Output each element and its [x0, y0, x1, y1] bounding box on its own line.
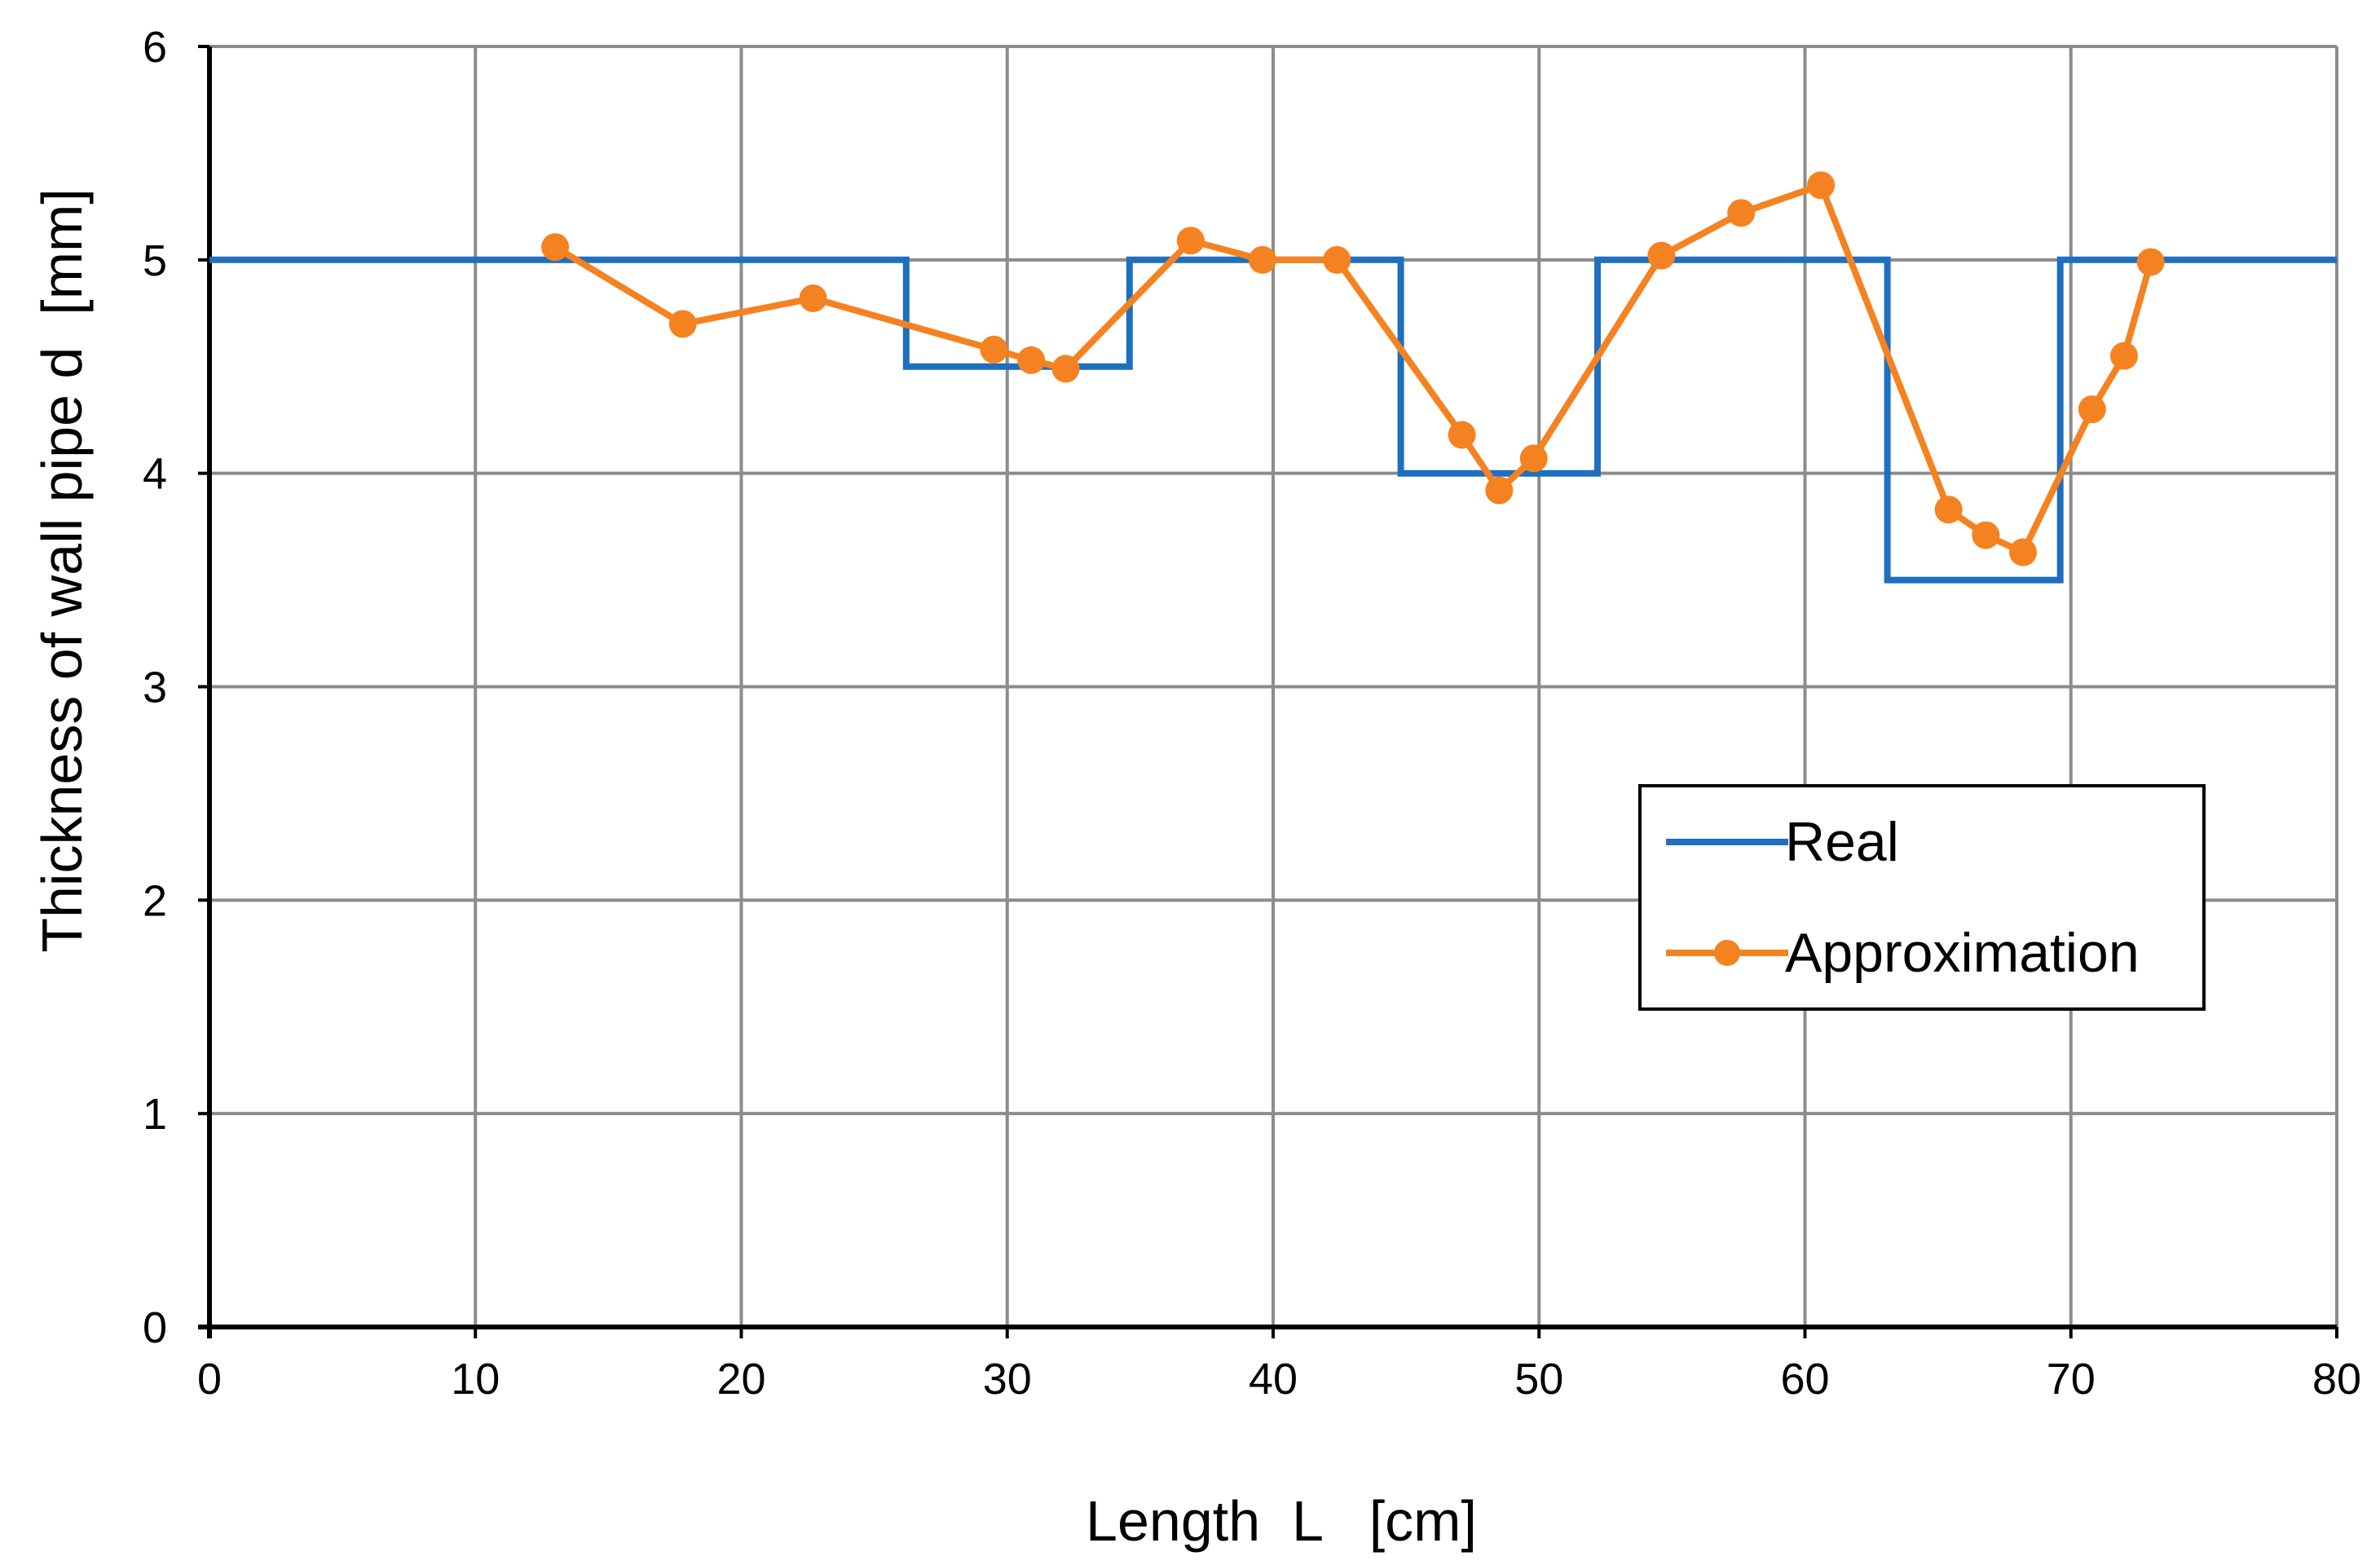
data-point-approximation: [1176, 227, 1205, 255]
data-point-approximation: [1972, 521, 2000, 549]
y-tick-label: 0: [143, 1303, 167, 1352]
data-point-approximation: [668, 310, 697, 338]
legend-box: [1638, 784, 2206, 1011]
x-tick-label: 10: [451, 1355, 500, 1404]
data-point-approximation: [1647, 241, 1676, 270]
data-point-approximation: [1248, 245, 1276, 274]
y-tick-label: 5: [143, 236, 167, 285]
data-point-approximation: [541, 233, 570, 262]
data-point-approximation: [980, 335, 1008, 364]
y-tick-label: 3: [143, 663, 167, 712]
legend-real-label: Real: [1785, 811, 1899, 873]
legend-approximation-label: Approximation: [1785, 922, 2140, 984]
series-line-real: [209, 256, 2337, 584]
legend-approximation-marker: [1714, 940, 1740, 966]
x-tick-label: 40: [1249, 1355, 1298, 1404]
x-tick-label: 60: [1780, 1355, 1829, 1404]
data-point-approximation: [1807, 171, 1836, 200]
data-point-approximation: [1051, 355, 1080, 383]
x-tick-label: 20: [716, 1355, 765, 1404]
y-tick-label: 4: [143, 450, 167, 499]
x-tick-label: 80: [2312, 1355, 2361, 1404]
data-point-approximation: [1448, 421, 1476, 449]
x-tick-label: 50: [1514, 1355, 1563, 1404]
tick-labels: 0 10 20 30 40 50 60 70 80 0 1 2 3 4 5 6: [143, 23, 2361, 1404]
data-point-approximation: [1485, 476, 1514, 505]
x-tick-label: 70: [2047, 1355, 2096, 1404]
y-axis-title: Thickness of wall pipe d [mm]: [30, 188, 94, 953]
legend: Real Approximation: [1638, 784, 2206, 1011]
data-point-approximation: [1519, 444, 1548, 473]
y-tick-label: 2: [143, 876, 167, 925]
data-point-approximation: [2110, 342, 2138, 370]
data-point-approximation: [1323, 245, 1351, 274]
x-axis-title: Length L [cm]: [1086, 1489, 1477, 1553]
data-point-approximation: [799, 284, 827, 312]
data-point-approximation: [2136, 248, 2165, 276]
data-point-approximation: [1017, 346, 1046, 374]
data-point-approximation: [2009, 538, 2038, 566]
data-point-approximation: [1727, 199, 1756, 227]
data-point-approximation: [2078, 395, 2106, 424]
data-point-approximation: [1934, 496, 1963, 524]
y-tick-label: 1: [143, 1090, 167, 1139]
y-tick-label: 6: [143, 23, 167, 72]
series-layer: [209, 171, 2337, 584]
x-tick-label: 0: [197, 1355, 222, 1404]
x-tick-label: 30: [983, 1355, 1032, 1404]
